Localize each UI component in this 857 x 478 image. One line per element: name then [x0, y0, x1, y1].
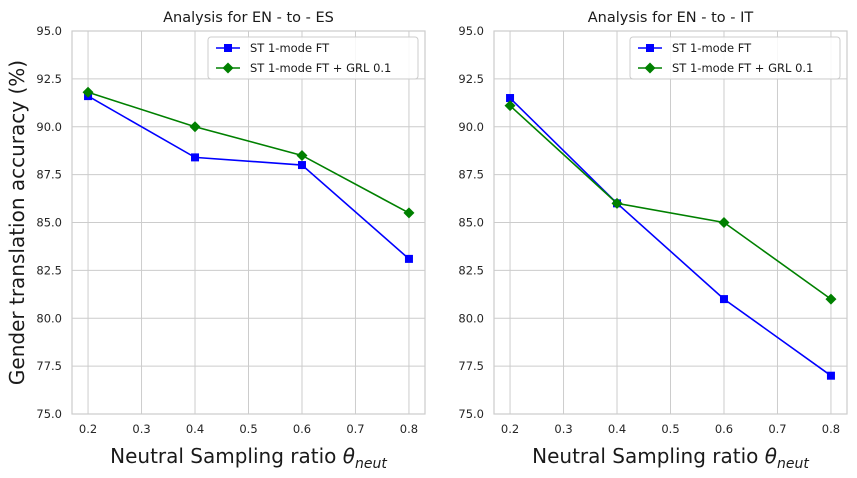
data-point-diamond — [296, 149, 308, 161]
y-tick-label: 85.0 — [458, 216, 484, 230]
y-tick-label: 82.5 — [36, 263, 62, 277]
legend-marker-square — [224, 44, 232, 52]
y-tick-label: 95.0 — [36, 24, 62, 38]
legend-label: ST 1-mode FT — [672, 41, 752, 55]
x-tick-label: 0.3 — [132, 422, 150, 436]
x-tick-label: 0.4 — [608, 422, 626, 436]
plot-frame — [71, 30, 426, 415]
data-point-square — [191, 153, 200, 162]
x-tick-label: 0.4 — [186, 422, 204, 436]
y-tick-label: 77.5 — [458, 359, 484, 373]
legend: ST 1-mode FT ST 1-mode FT + GRL 0.1 — [629, 36, 841, 80]
y-tick-label: 77.5 — [36, 359, 62, 373]
x-tick-label: 0.8 — [400, 422, 418, 436]
x-tick-label: 0.2 — [501, 422, 519, 436]
chart-title: Analysis for EN - to - IT — [588, 10, 754, 26]
legend: ST 1-mode FT ST 1-mode FT + GRL 0.1 — [207, 36, 419, 80]
plot-frame — [493, 30, 848, 415]
y-axis-label: Gender translation accuracy (%) — [5, 60, 29, 385]
y-tick-label: 75.0 — [36, 407, 62, 421]
y-tick-label: 82.5 — [458, 263, 484, 277]
x-tick-label: 0.5 — [661, 422, 679, 436]
chart-panel-it: 0.2 0.3 0.4 0.5 0.6 0.7 0.8 75.0 77.5 80.0 82.5 85.… — [458, 10, 848, 472]
x-tick-label: 0.8 — [822, 422, 840, 436]
data-point-diamond — [82, 86, 94, 98]
legend-marker-diamond — [644, 62, 656, 74]
legend-label: ST 1-mode FT + GRL 0.1 — [672, 61, 813, 75]
data-point-square — [297, 161, 306, 170]
data-point-square — [404, 254, 413, 263]
data-point-diamond — [189, 121, 201, 133]
chart-title: Analysis for EN - to - ES — [163, 10, 334, 26]
x-tick-label: 0.6 — [715, 422, 733, 436]
series-line-st-1-mode-ft-grl — [87, 91, 410, 214]
data-point-diamond — [504, 100, 516, 112]
series-line-st-1-mode-ft — [509, 97, 832, 377]
x-tick-label: 0.3 — [554, 422, 572, 436]
chart-panel-es: 0.2 0.3 0.4 0.5 0.6 0.7 0.8 75.0 77.5 80.0 82.5 85.… — [36, 10, 426, 472]
series-line-st-1-mode-ft-grl — [509, 105, 832, 300]
y-tick-label: 80.0 — [36, 311, 62, 325]
y-tick-label: 87.5 — [458, 168, 484, 182]
legend-marker-square — [646, 44, 654, 52]
data-point-diamond — [611, 197, 623, 209]
data-point-square — [506, 94, 515, 103]
x-axis-label: Neutral Sampling ratio θneut — [532, 444, 809, 472]
legend-box — [629, 36, 841, 80]
legend-box — [207, 36, 419, 80]
data-point-square — [719, 295, 728, 304]
x-tick-label: 0.6 — [293, 422, 311, 436]
x-tick-label: 0.7 — [768, 422, 786, 436]
legend-label: ST 1-mode FT — [250, 41, 330, 55]
data-point-diamond — [825, 293, 837, 305]
y-tick-label: 95.0 — [458, 24, 484, 38]
y-tick-label: 80.0 — [458, 311, 484, 325]
y-tick-label: 92.5 — [36, 72, 62, 86]
y-tick-label: 92.5 — [458, 72, 484, 86]
y-tick-label: 75.0 — [458, 407, 484, 421]
x-axis-label: Neutral Sampling ratio θneut — [110, 444, 387, 472]
data-point-diamond — [403, 207, 415, 219]
y-tick-label: 90.0 — [36, 120, 62, 134]
data-point-square — [826, 371, 835, 380]
legend-label: ST 1-mode FT + GRL 0.1 — [250, 61, 391, 75]
x-tick-label: 0.5 — [239, 422, 257, 436]
y-tick-label: 87.5 — [36, 168, 62, 182]
data-point-diamond — [718, 217, 730, 228]
x-tick-label: 0.7 — [346, 422, 364, 436]
y-tick-label: 90.0 — [458, 120, 484, 134]
legend-marker-diamond — [222, 62, 234, 74]
y-tick-label: 85.0 — [36, 216, 62, 230]
x-tick-label: 0.2 — [79, 422, 97, 436]
series-line-st-1-mode-ft — [87, 95, 410, 260]
